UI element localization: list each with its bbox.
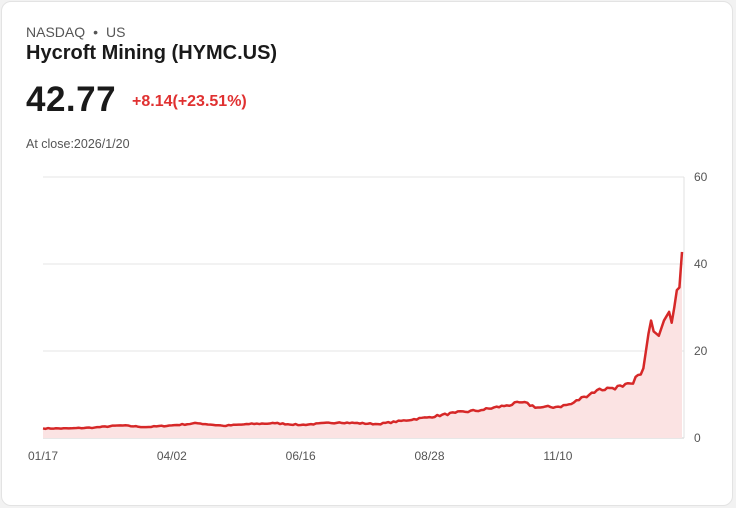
x-tick-label: 11/10 bbox=[543, 449, 572, 463]
y-tick-label: 60 bbox=[694, 170, 708, 184]
last-price: 42.77 bbox=[26, 80, 117, 119]
y-tick-label: 20 bbox=[694, 344, 708, 358]
close-timestamp: At close:2026/1/20 bbox=[26, 137, 130, 151]
separator-dot: • bbox=[93, 24, 99, 40]
y-tick-label: 40 bbox=[694, 257, 708, 271]
price-area-fill bbox=[43, 251, 682, 438]
stock-title: Hycroft Mining (HYMC.US) bbox=[26, 42, 278, 64]
x-axis: 01/17 04/02 06/16 08/28 11/10 bbox=[28, 449, 573, 463]
x-tick-label: 06/16 bbox=[286, 449, 316, 463]
price-change: +8.14(+23.51%) bbox=[132, 93, 247, 110]
region-name: US bbox=[106, 24, 126, 40]
x-tick-label: 04/02 bbox=[157, 449, 187, 463]
x-tick-label: 08/28 bbox=[414, 449, 444, 463]
y-axis: 0 20 40 60 bbox=[694, 170, 708, 445]
y-tick-label: 0 bbox=[694, 431, 701, 445]
exchange-name: NASDAQ bbox=[26, 24, 86, 40]
price-line[interactable] bbox=[42, 251, 684, 431]
x-tick-label: 01/17 bbox=[28, 449, 58, 463]
exchange-row: NASDAQ • US bbox=[26, 24, 125, 40]
